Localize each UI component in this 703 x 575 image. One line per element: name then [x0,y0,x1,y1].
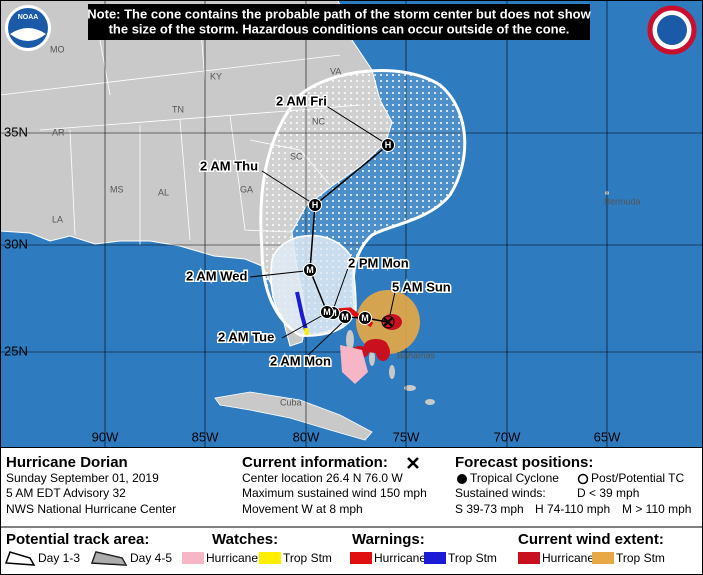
forecast-marker [381,138,395,152]
lat-label: 25N [4,343,28,358]
time-label: 2 AM Mon [270,353,331,368]
legend-text: Hurricane [206,551,258,565]
section-title: Current wind extent: [518,531,664,548]
info-line: Maximum sustained wind 150 mph [242,486,427,500]
legend-icon [182,552,204,564]
current-position [381,315,395,329]
marker-letter: H [312,200,319,210]
place-label: MO [50,44,65,54]
land-cuba [214,391,373,441]
legend-text: Hurricane [374,551,426,565]
place-label: AR [52,127,65,137]
place-label: SC [290,151,303,161]
place-label: MS [110,184,124,194]
section-title: Forecast positions: [455,454,593,471]
legend-icon [350,552,372,564]
place-label: Cuba [280,397,302,407]
forecast-marker [308,198,322,212]
legend-text: Day 4-5 [130,551,172,565]
legend-text: Day 1-3 [38,551,80,565]
info-line: Movement W at 8 mph [242,502,363,516]
time-label: 2 AM Thu [200,158,258,173]
legend-icon [424,552,446,564]
place-label: NC [312,116,325,126]
lat-label: 30N [4,236,28,251]
nws-logo [647,5,697,55]
legend-text: S 39-73 mph [455,502,524,516]
noaa-logo: NOAA [5,5,51,51]
lon-label: 65W [594,429,621,444]
info-line: Sunday September 01, 2019 [6,471,159,485]
leader-lines [249,101,396,359]
place-label: Bermuda [604,196,641,206]
info-line: NWS National Hurricane Center [6,502,176,516]
time-label: 2 AM Wed [186,268,247,283]
marker-letter: M [306,265,314,275]
place-label: LA [52,214,63,224]
lon-label: 70W [494,429,521,444]
trop-storm-watch [304,327,309,336]
storm-name: Hurricane Dorian [6,454,128,471]
legend-icon [592,552,614,564]
marker-letter: M [361,313,369,323]
legend-icon [518,552,540,564]
legend-icon [92,552,126,565]
legend-icon [4,551,36,566]
current-icon [407,457,419,469]
section-title: Potential track area: [6,531,149,548]
section-title: Watches: [212,531,278,548]
forecast-marker [320,305,334,319]
info-line: Center location 26.4 N 76.0 W [242,471,403,485]
forecast-marker [303,263,317,277]
time-label: 2 PM Mon [348,255,409,270]
place-label: TN [172,104,184,114]
marker-letter: M [323,307,331,317]
legend-icon [457,474,467,484]
bahamas-islands [346,330,435,405]
place-label: KY [210,71,222,81]
lon-label: 90W [92,429,119,444]
legend-text: M > 110 mph [622,502,691,516]
info-line: 5 AM EDT Advisory 32 [6,486,126,500]
marker-letter: M [341,312,349,322]
place-label: VA [330,66,341,76]
time-label: 2 AM Tue [218,329,274,344]
note-box [88,4,590,40]
place-label: GA [240,184,253,194]
lon-label: 80W [293,429,320,444]
legend-icon [577,473,589,485]
legend-text: Hurricane [542,551,594,565]
legend-text: Sustained winds: [455,486,546,500]
marker-letter: H [385,140,392,150]
section-title: Warnings: [352,531,425,548]
lon-label: 75W [393,429,420,444]
legend-text: Post/Potential TC [591,471,684,485]
hurricane-watch [340,345,368,384]
legend-text: H 74-110 mph [535,502,610,516]
place-label: AL [158,187,169,197]
legend-text: Trop Stm [448,551,497,565]
time-label: 5 AM Sun [392,279,451,294]
section-title: Current information: [242,454,388,471]
legend-icon [259,552,281,564]
legend-text: Tropical Cyclone [470,471,559,485]
legend-text: Trop Stm [283,551,332,565]
place-label: Bahamas [397,350,436,360]
time-label: 2 AM Fri [276,93,327,108]
note-line: the size of the storm. Hazardous conditi… [109,21,570,36]
legend-text: Trop Stm [616,551,665,565]
forecast-marker [358,311,372,325]
lat-label: 35N [4,124,28,139]
logo-text: NOAA [18,14,39,21]
lon-label: 85W [192,429,219,444]
legend-text: D < 39 mph [577,486,639,500]
note-line: Note: The cone contains the probable pat… [87,6,591,21]
